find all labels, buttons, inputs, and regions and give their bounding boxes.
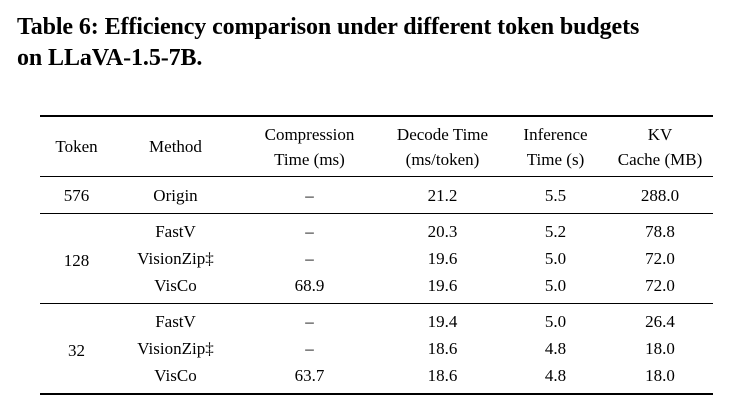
header-inference-line1: Inference xyxy=(523,124,588,144)
compression-cell: – xyxy=(305,185,314,205)
method-cell: VisCo xyxy=(154,276,197,295)
decode-cell: 21.2 xyxy=(427,185,458,205)
kv-cell: 18.0 xyxy=(645,339,675,358)
kv-cell: 26.4 xyxy=(645,312,675,331)
method-cell: Origin xyxy=(153,185,198,205)
compression-cell: – xyxy=(305,249,314,268)
kv-cell: 18.0 xyxy=(645,366,675,385)
kv-cell: 72.0 xyxy=(645,276,675,295)
inference-cell: 4.8 xyxy=(544,366,567,385)
header-decode-time: Decode Time (ms/token) xyxy=(381,116,504,177)
header-decode-line1: Decode Time xyxy=(396,124,489,144)
decode-cell: 19.4 xyxy=(427,312,458,331)
token-cell: 128 xyxy=(63,251,90,270)
decode-cell: 18.6 xyxy=(427,339,458,358)
table-row: VisionZip‡ – 19.6 5.0 72.0 xyxy=(40,245,713,272)
method-cell: FastV xyxy=(155,312,196,331)
table-row: 576 Origin – 21.2 5.5 288.0 xyxy=(40,177,713,214)
inference-cell: 4.8 xyxy=(544,339,567,358)
header-inference-line2: Time (s) xyxy=(526,149,585,169)
table-row: VisionZip‡ – 18.6 4.8 18.0 xyxy=(40,335,713,362)
header-decode-line2: (ms/token) xyxy=(405,149,480,169)
header-method-label: Method xyxy=(149,137,202,156)
compression-cell: – xyxy=(305,222,314,241)
compression-cell: – xyxy=(305,339,314,358)
group-576: 576 Origin – 21.2 5.5 288.0 xyxy=(40,177,713,214)
decode-cell: 19.6 xyxy=(427,276,458,295)
compression-cell: 68.9 xyxy=(294,276,325,295)
compression-cell: – xyxy=(305,312,314,331)
group-32: 32 FastV – 19.4 5.0 26.4 VisionZip‡ – 18… xyxy=(40,304,713,394)
method-cell: VisionZip‡ xyxy=(137,249,214,268)
decode-cell: 18.6 xyxy=(427,366,458,385)
efficiency-table: Token Method Compression Time (ms) Decod… xyxy=(40,115,713,395)
header-method: Method xyxy=(113,116,238,177)
decode-cell: 20.3 xyxy=(427,222,458,241)
header-compression-line2: Time (ms) xyxy=(274,149,345,169)
table-row: 128 FastV – 20.3 5.2 78.8 xyxy=(40,214,713,270)
caption-line-2: on LLaVA-1.5-7B. xyxy=(17,45,203,71)
header-compression-line1: Compression xyxy=(264,124,355,144)
header-kv-cache: KV Cache (MB) xyxy=(607,116,713,177)
table-row: 32 FastV – 19.4 5.0 26.4 xyxy=(40,304,713,360)
table-header: Token Method Compression Time (ms) Decod… xyxy=(40,116,713,177)
kv-cell: 288.0 xyxy=(640,185,680,205)
group-128: 128 FastV – 20.3 5.2 78.8 VisionZip‡ – 1… xyxy=(40,214,713,304)
caption-line-1: Table 6: Efficiency comparison under dif… xyxy=(17,14,640,40)
header-inference-time: Inference Time (s) xyxy=(504,116,607,177)
inference-cell: 5.2 xyxy=(544,222,567,241)
token-cell: 576 xyxy=(63,185,90,205)
kv-cell: 78.8 xyxy=(645,222,675,241)
header-row: Token Method Compression Time (ms) Decod… xyxy=(40,116,713,177)
inference-cell: 5.5 xyxy=(544,185,567,205)
header-kv-line2: Cache (MB) xyxy=(617,149,703,169)
inference-cell: 5.0 xyxy=(544,276,567,295)
method-cell: VisionZip‡ xyxy=(137,339,214,358)
header-kv-line1: KV xyxy=(647,124,673,144)
inference-cell: 5.0 xyxy=(544,312,567,331)
decode-cell: 19.6 xyxy=(427,249,458,268)
header-token: Token xyxy=(40,116,113,177)
method-cell: FastV xyxy=(155,222,196,241)
inference-cell: 5.0 xyxy=(544,249,567,268)
kv-cell: 72.0 xyxy=(645,249,675,268)
header-token-label: Token xyxy=(55,137,98,156)
table-caption: Table 6: Efficiency comparison under dif… xyxy=(17,12,747,74)
method-cell: VisCo xyxy=(154,366,197,385)
compression-cell: 63.7 xyxy=(294,366,325,385)
table-row: VisCo 68.9 19.6 5.0 72.0 xyxy=(40,272,713,304)
token-cell: 32 xyxy=(68,341,85,360)
table-row: VisCo 63.7 18.6 4.8 18.0 xyxy=(40,362,713,394)
header-compression-time: Compression Time (ms) xyxy=(238,116,381,177)
